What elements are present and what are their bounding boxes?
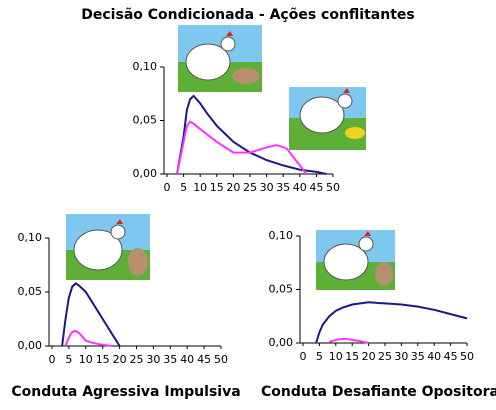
- x-tick-label: 35: [163, 353, 177, 366]
- x-tick-label: 15: [96, 353, 110, 366]
- x-tick-label: 45: [309, 181, 323, 194]
- y-tick-label: 0,10: [269, 229, 294, 242]
- y-tick-label: 0,00: [133, 167, 158, 180]
- x-tick-label: 0: [49, 353, 56, 366]
- x-tick-label: 15: [345, 350, 359, 363]
- data-line: [61, 282, 121, 347]
- x-tick-label: 25: [378, 350, 392, 363]
- data-line: [315, 301, 468, 344]
- x-tick-label: 50: [460, 350, 474, 363]
- x-tick-label: 15: [210, 181, 224, 194]
- y-tick-label: 0,10: [133, 60, 158, 73]
- x-tick-label: 40: [293, 181, 307, 194]
- x-tick-label: 40: [427, 350, 441, 363]
- x-tick-label: 5: [180, 181, 187, 194]
- illustration: [289, 87, 366, 150]
- x-tick-label: 30: [146, 353, 160, 366]
- illustration: [178, 25, 262, 92]
- y-tick-label: 0,00: [18, 339, 43, 352]
- x-tick-label: 25: [130, 353, 144, 366]
- x-tick-label: 5: [65, 353, 72, 366]
- x-tick-label: 5: [316, 350, 323, 363]
- x-tick-label: 45: [444, 350, 458, 363]
- x-tick-label: 35: [411, 350, 425, 363]
- y-tick-label: 0,10: [18, 231, 43, 244]
- illustration: [316, 230, 395, 290]
- x-tick-label: 10: [329, 350, 343, 363]
- x-tick-label: 0: [164, 181, 171, 194]
- x-tick-label: 0: [300, 350, 307, 363]
- data-line: [328, 337, 369, 344]
- y-tick-label: 0,05: [133, 114, 158, 127]
- chart-title: Conduta Desafiante Opositora: [261, 384, 496, 400]
- x-tick-label: 10: [193, 181, 207, 194]
- y-tick-label: 0,05: [269, 283, 294, 296]
- chart-title: Conduta Agressiva Impulsiva: [11, 384, 240, 400]
- x-tick-label: 45: [197, 353, 211, 366]
- data-line: [176, 94, 327, 175]
- x-tick-label: 20: [113, 353, 127, 366]
- data-line: [64, 329, 113, 347]
- x-tick-label: 30: [394, 350, 408, 363]
- x-tick-label: 20: [226, 181, 240, 194]
- x-tick-label: 10: [79, 353, 93, 366]
- x-tick-label: 20: [362, 350, 376, 363]
- x-tick-label: 25: [243, 181, 257, 194]
- y-tick-label: 0,00: [269, 336, 294, 349]
- x-tick-label: 50: [214, 353, 228, 366]
- x-tick-label: 30: [260, 181, 274, 194]
- x-tick-label: 35: [276, 181, 290, 194]
- x-tick-label: 40: [180, 353, 194, 366]
- y-tick-label: 0,05: [18, 285, 43, 298]
- illustration: [66, 214, 150, 280]
- chart-title: Decisão Condicionada - Ações conflitante…: [81, 7, 414, 23]
- data-line: [176, 120, 308, 175]
- x-tick-label: 50: [326, 181, 340, 194]
